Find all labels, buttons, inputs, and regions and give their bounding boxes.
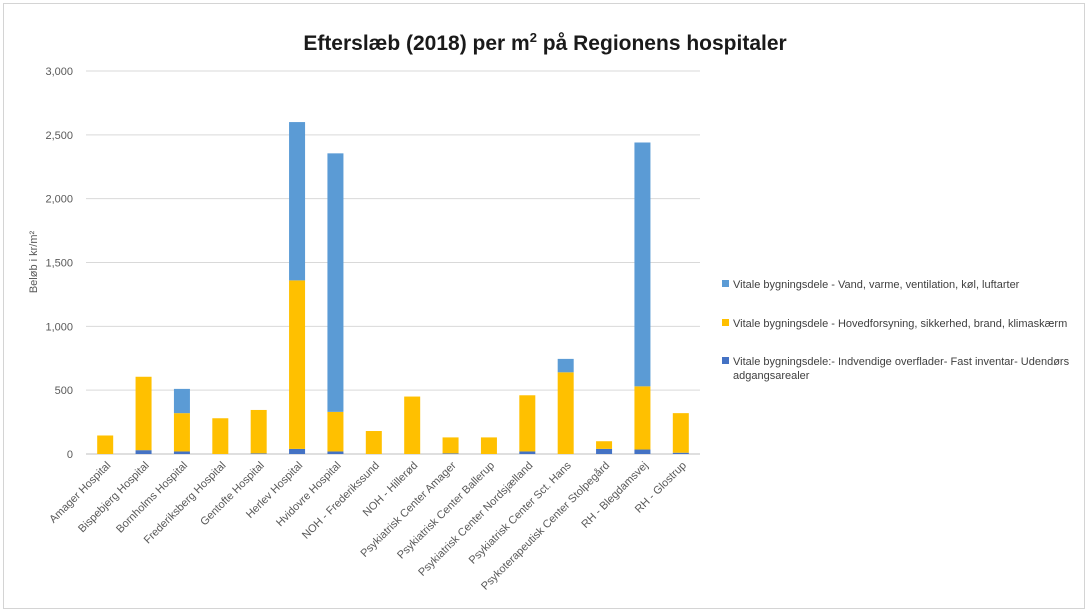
bar-segment	[519, 451, 536, 454]
bar-segment	[404, 396, 421, 454]
y-axis-label: Beløb i kr/m²	[28, 230, 40, 293]
legend-entry: Vitale bygningsdele:- Indvendige overfla…	[733, 356, 1070, 368]
y-tick-label: 2,500	[45, 130, 73, 142]
bar-segment	[97, 435, 114, 454]
bar-segment	[289, 280, 306, 449]
legend-swatch	[722, 357, 729, 364]
bar-segment	[173, 451, 190, 454]
y-tick-label: 2,000	[45, 194, 73, 206]
bar-segment	[442, 437, 459, 454]
bar-segment	[672, 413, 689, 453]
bar-segment	[289, 448, 306, 454]
bar-segment	[442, 453, 459, 454]
bar-segment	[634, 142, 651, 387]
bar-segment	[289, 122, 306, 281]
bars	[97, 122, 689, 454]
bar-segment	[327, 153, 344, 412]
bar-segment	[519, 395, 536, 452]
bar-segment	[596, 441, 613, 449]
bar-segment	[672, 452, 689, 454]
y-tick-label: 0	[67, 449, 73, 461]
bar-segment	[634, 386, 651, 450]
chart-title-superscript: 2	[530, 30, 537, 45]
y-tick-label: 1,500	[45, 258, 73, 270]
x-tick-label: Hvidovre Hospital	[274, 460, 343, 529]
bar-segment	[173, 413, 190, 452]
bar-segment	[212, 418, 229, 454]
chart-frame	[3, 3, 1085, 609]
legend-swatch	[722, 319, 729, 326]
bar-segment	[250, 453, 267, 454]
y-tick-label: 1,000	[45, 321, 73, 333]
chart-title: Efterslæb (2018) per m2 på Regionens hos…	[303, 30, 786, 55]
bar-segment	[135, 450, 152, 454]
chart-title-main: Efterslæb (2018) per m	[303, 32, 529, 55]
bar-segment	[250, 409, 267, 454]
bar-segment	[365, 431, 382, 454]
bar-segment	[557, 358, 574, 373]
legend: Vitale bygningsdele - Vand, varme, venti…	[722, 279, 1070, 382]
y-tick-label: 500	[55, 385, 73, 397]
bar-segment	[135, 376, 152, 451]
bar-segment	[327, 411, 344, 452]
bar-segment	[480, 437, 497, 454]
bar-segment	[173, 388, 190, 414]
x-tick-label: RH - Blegdamsvej	[579, 460, 650, 531]
x-tick-label: Bispebjerg Hospital	[76, 460, 152, 536]
bar-segment	[634, 449, 651, 454]
bar-segment	[596, 448, 613, 454]
legend-entry: Vitale bygningsdele - Hovedforsyning, si…	[733, 318, 1067, 330]
chart-title-tail: på Regionens hospitaler	[537, 32, 787, 55]
bar-segment	[557, 372, 574, 454]
y-tick-label: 3,000	[45, 66, 73, 78]
bar-segment	[327, 451, 344, 454]
x-tick-label: Bornholms Hospital	[114, 460, 190, 536]
legend-entry: adgangsarealer	[733, 370, 810, 382]
y-tick-labels: 0 500 1,000 1,500 2,000 2,500 3,000	[45, 66, 73, 461]
legend-swatch	[722, 280, 729, 287]
legend-entry: Vitale bygningsdele - Vand, varme, venti…	[733, 279, 1020, 291]
